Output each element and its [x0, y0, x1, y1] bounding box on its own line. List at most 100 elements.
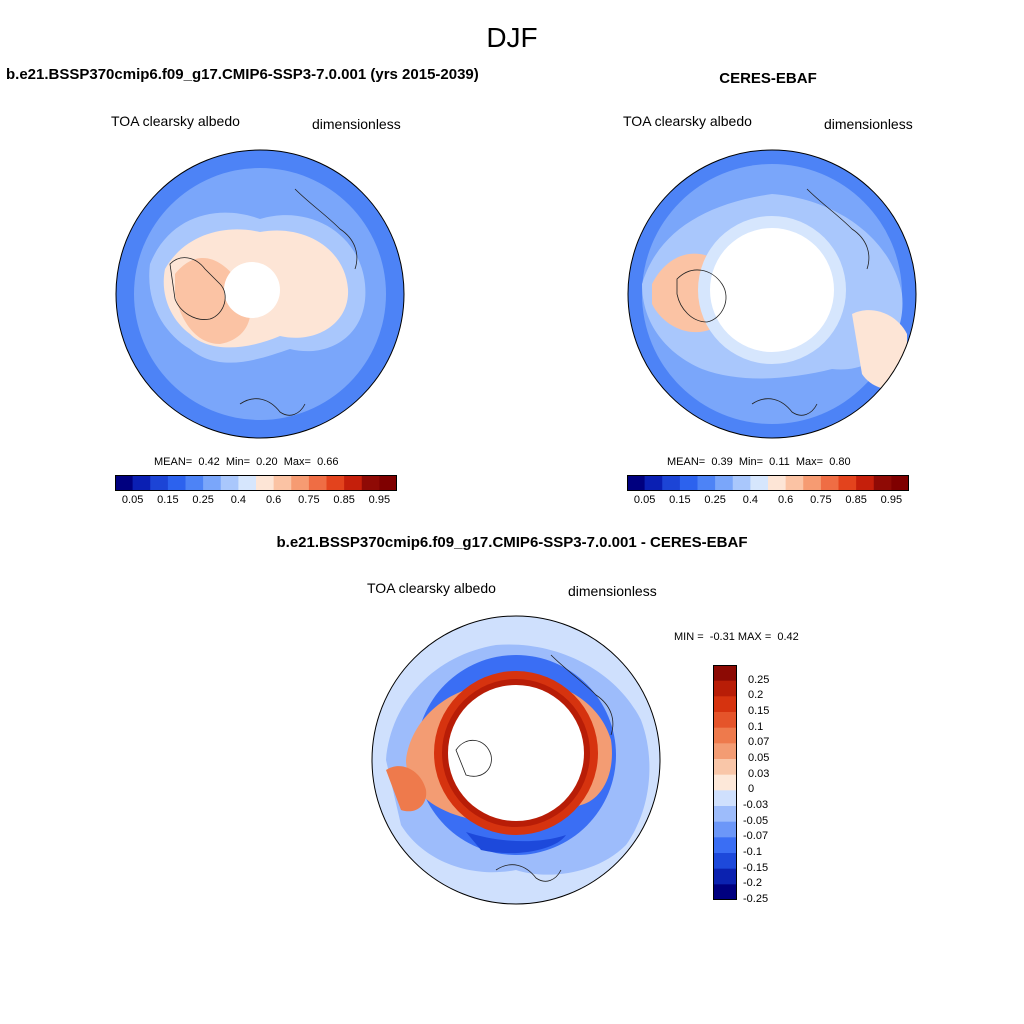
panel3-cbar-tick: -0.1	[743, 846, 762, 858]
panel3-cbar-tick: 0.2	[748, 689, 764, 702]
colorbar-swatch	[132, 475, 151, 491]
colorbar-swatch	[344, 475, 363, 491]
panel1-title: b.e21.BSSP370cmip6.f09_g17.CMIP6-SSP3-7.…	[6, 66, 479, 83]
panel1-cbar-tick: 0.85	[333, 494, 355, 506]
panel3-cbar-tick: -0.15	[743, 861, 769, 874]
panel2-cbar-tick: 0.4	[742, 494, 759, 506]
colorbar-border	[627, 475, 909, 491]
colorbar-border	[115, 475, 397, 491]
colorbar-swatch	[273, 475, 292, 491]
panel1-units: dimensionless	[312, 116, 401, 132]
colorbar-swatch	[167, 475, 187, 491]
panel1-colorbar	[115, 475, 397, 491]
colorbar-swatch	[856, 475, 875, 491]
colorbar-swatch	[768, 475, 787, 491]
panel3-cbar-tick: -0.07	[743, 830, 769, 843]
panel3-map-border	[371, 615, 661, 905]
page-title: DJF	[486, 22, 538, 53]
panel2-cbar-tick: 0.05	[633, 494, 656, 506]
panel1-min-label: Min=	[225, 456, 251, 468]
colorbar-swatch	[713, 759, 737, 776]
panel1-stats: MEAN= 0.42 Min= 0.20 Max= 0.66	[154, 456, 338, 468]
panel3-field-land-na	[386, 766, 427, 812]
panel3-min-value: -0.31	[709, 631, 735, 643]
panel2-title: CERES-EBAF	[719, 70, 817, 87]
colorbar-swatch	[713, 821, 737, 838]
panel1-cbar-tick: 0.15	[157, 494, 179, 506]
panel1-cbar-tick: 0.6	[265, 494, 282, 506]
colorbar-swatch	[838, 475, 857, 491]
panel3-max-value: 0.42	[777, 631, 799, 643]
panel3-cbar-tick: 0.03	[748, 767, 770, 780]
panel2-mean-value: 0.39	[711, 456, 733, 468]
panel2-min-value: 0.11	[769, 456, 790, 468]
panel3-cbar-tick: 0.15	[748, 705, 770, 717]
panel1-cbar-tick: 0.05	[121, 494, 144, 506]
panel2-colorbar-labels: 0.05 0.15 0.25 0.4 0.6 0.75 0.85 0.95	[627, 494, 909, 508]
panel3-coastline-greenland	[455, 740, 492, 777]
colorbar-swatch	[713, 696, 737, 713]
colorbar-swatch	[750, 475, 769, 491]
colorbar-swatch	[713, 727, 737, 744]
panel2-cbar-tick: 0.15	[669, 494, 691, 506]
panel3-cbar-tick: 0.25	[748, 673, 770, 686]
colorbar-swatch	[697, 475, 716, 491]
colorbar-swatch	[185, 475, 204, 491]
colorbar-swatch	[713, 853, 737, 870]
panel3-pole-hole	[448, 685, 584, 821]
panel3-cbar-tick: 0.07	[748, 736, 770, 749]
colorbar-swatch	[627, 475, 646, 491]
panel3-units: dimensionless	[568, 583, 657, 599]
panel2-coastline-asia	[806, 188, 870, 270]
panel1-colorbar-labels: 0.05 0.15 0.25 0.4 0.6 0.75 0.85 0.95	[115, 494, 397, 508]
panel2-colorbar	[627, 475, 909, 491]
colorbar-swatch	[732, 475, 751, 491]
colorbar-swatch	[644, 475, 663, 491]
panel1-mean-label: MEAN=	[154, 456, 193, 468]
panel2-cbar-tick: 0.95	[880, 494, 903, 506]
panel3-min-label: MIN =	[674, 631, 704, 643]
panel3-colorbar-labels: 0.25 0.2 0.15 0.1 0.07 0.05 0.03 0 -0.03…	[743, 665, 783, 905]
panel2-cbar-tick: 0.75	[810, 494, 832, 506]
panel1-coastline-na	[169, 257, 226, 320]
panel1-coastline-asia	[294, 188, 358, 270]
panel3-cbar-tick: 0.1	[748, 720, 764, 733]
colorbar-swatch	[785, 475, 804, 491]
colorbar-swatch	[803, 475, 822, 491]
panel2-field-land-asia	[852, 310, 907, 390]
panel3-colorbar	[713, 665, 737, 900]
panel2-coastline-eu	[751, 398, 818, 416]
panel3-polar-map	[371, 615, 661, 905]
panel2-coastline-na	[676, 269, 727, 323]
panel1-cbar-tick: 0.95	[368, 494, 391, 506]
colorbar-swatch	[256, 475, 275, 491]
colorbar-swatch	[713, 712, 737, 729]
panel2-polar-map	[627, 149, 917, 439]
panel3-coastline-asia	[550, 654, 614, 736]
colorbar-swatch	[220, 475, 239, 491]
panel2-units: dimensionless	[824, 116, 913, 132]
panel3-max-label: MAX =	[737, 631, 772, 643]
colorbar-swatch	[679, 475, 699, 491]
colorbar-swatch	[715, 475, 734, 491]
panel1-map-border	[115, 149, 405, 439]
panel1-cbar-tick: 0.75	[298, 494, 320, 506]
colorbar-swatch	[713, 868, 737, 885]
colorbar-swatch	[713, 743, 737, 760]
panel3-cbar-tick: -0.05	[743, 814, 769, 827]
panel3-title-row: b.e21.BSSP370cmip6.f09_g17.CMIP6-SSP3-7.…	[0, 534, 1024, 551]
colorbar-swatch	[713, 837, 737, 854]
panel2-map-border	[627, 149, 917, 439]
panel2-variable: TOA clearsky albedo	[623, 113, 752, 129]
panel1-cbar-tick: 0.4	[230, 494, 247, 506]
panel2-cbar-tick: 0.6	[777, 494, 794, 506]
panel3-cbar-tick: 0	[748, 783, 755, 796]
panel2-max-label: Max=	[795, 456, 824, 468]
panel1-pole-hole	[224, 262, 280, 318]
panel1-cbar-tick: 0.25	[192, 494, 214, 506]
panel3-stats: MIN = -0.31 MAX = 0.42	[674, 631, 799, 643]
colorbar-swatch	[203, 475, 222, 491]
panel2-cbar-tick: 0.25	[704, 494, 726, 506]
panel2-min-label: Min=	[738, 456, 764, 468]
colorbar-swatch	[238, 475, 257, 491]
